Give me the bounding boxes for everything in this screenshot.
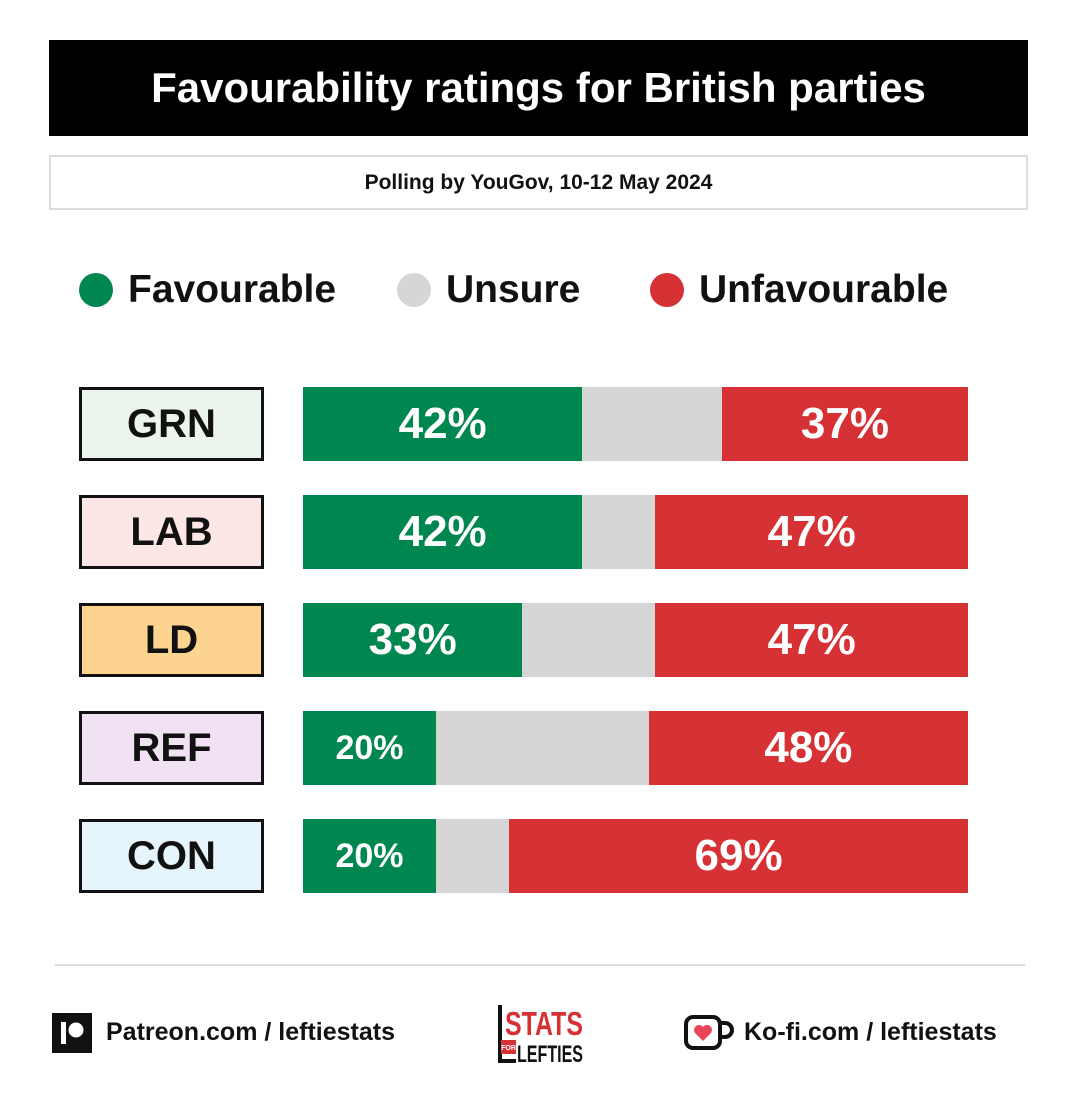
stats-for-lefties-logo: STATS FOR LEFTIES <box>497 1003 587 1068</box>
patreon-link[interactable]: Patreon.com / leftiestats <box>106 1017 395 1046</box>
bar-ref-unsure <box>436 711 649 785</box>
logo-word-stats: STATS <box>505 1005 583 1042</box>
bar-lab-unfavourable: 47% <box>655 495 968 569</box>
legend-dot-unsure <box>397 273 431 307</box>
bar-ld-favourable: 33% <box>303 603 523 677</box>
bar-grn-favourable: 42% <box>303 387 583 461</box>
party-label-lab: LAB <box>79 495 264 569</box>
data-label-grn-favourable: 42% <box>398 399 487 448</box>
data-label-con-favourable: 20% <box>335 836 404 875</box>
legend-dot-unfavourable <box>650 273 684 307</box>
chart-subtitle: Polling by YouGov, 10-12 May 2024 <box>49 155 1028 210</box>
bar-lab-unsure <box>582 495 656 569</box>
party-label-ref: REF <box>79 711 264 785</box>
data-label-ref-favourable: 20% <box>335 728 404 767</box>
kofi-cup-icon <box>684 1014 736 1052</box>
bar-lab-favourable: 42% <box>303 495 583 569</box>
data-label-grn-unfavourable: 37% <box>800 399 889 448</box>
data-label-ref-unfavourable: 48% <box>764 723 853 772</box>
bar-ref-favourable: 20% <box>303 711 436 785</box>
legend-label-unsure: Unsure <box>446 268 581 311</box>
legend-label-favourable: Favourable <box>128 268 337 311</box>
party-label-ld: LD <box>79 603 264 677</box>
bar-ld-unsure <box>522 603 656 677</box>
bar-grn-unfavourable: 37% <box>721 387 968 461</box>
legend-item-favourable: Favourable <box>79 262 336 318</box>
legend-item-unfavourable: Unfavourable <box>650 262 948 318</box>
legend: Favourable Unsure Unfavourable <box>0 262 1080 318</box>
legend-item-unsure: Unsure <box>397 262 580 318</box>
footer-divider <box>55 964 1025 966</box>
bar-con-unsure <box>436 819 510 893</box>
data-label-ld-unfavourable: 47% <box>767 615 856 664</box>
data-label-ld-favourable: 33% <box>368 615 457 664</box>
data-label-lab-favourable: 42% <box>398 507 487 556</box>
logo-word-lefties: LEFTIES <box>517 1041 583 1065</box>
bar-ref-unfavourable: 48% <box>648 711 968 785</box>
legend-dot-favourable <box>79 273 113 307</box>
bar-grn-unsure <box>582 387 722 461</box>
patreon-icon <box>52 1013 92 1053</box>
data-label-con-unfavourable: 69% <box>694 831 783 880</box>
logo-word-for: FOR <box>501 1045 516 1052</box>
bar-con-unfavourable: 69% <box>509 819 968 893</box>
party-label-grn: GRN <box>79 387 264 461</box>
bar-ld-unfavourable: 47% <box>655 603 968 677</box>
data-label-lab-unfavourable: 47% <box>767 507 856 556</box>
legend-label-unfavourable: Unfavourable <box>699 268 949 311</box>
bar-con-favourable: 20% <box>303 819 436 893</box>
kofi-link[interactable]: Ko-fi.com / leftiestats <box>744 1017 997 1046</box>
party-label-con: CON <box>79 819 264 893</box>
chart-title: Favourability ratings for British partie… <box>49 40 1028 136</box>
